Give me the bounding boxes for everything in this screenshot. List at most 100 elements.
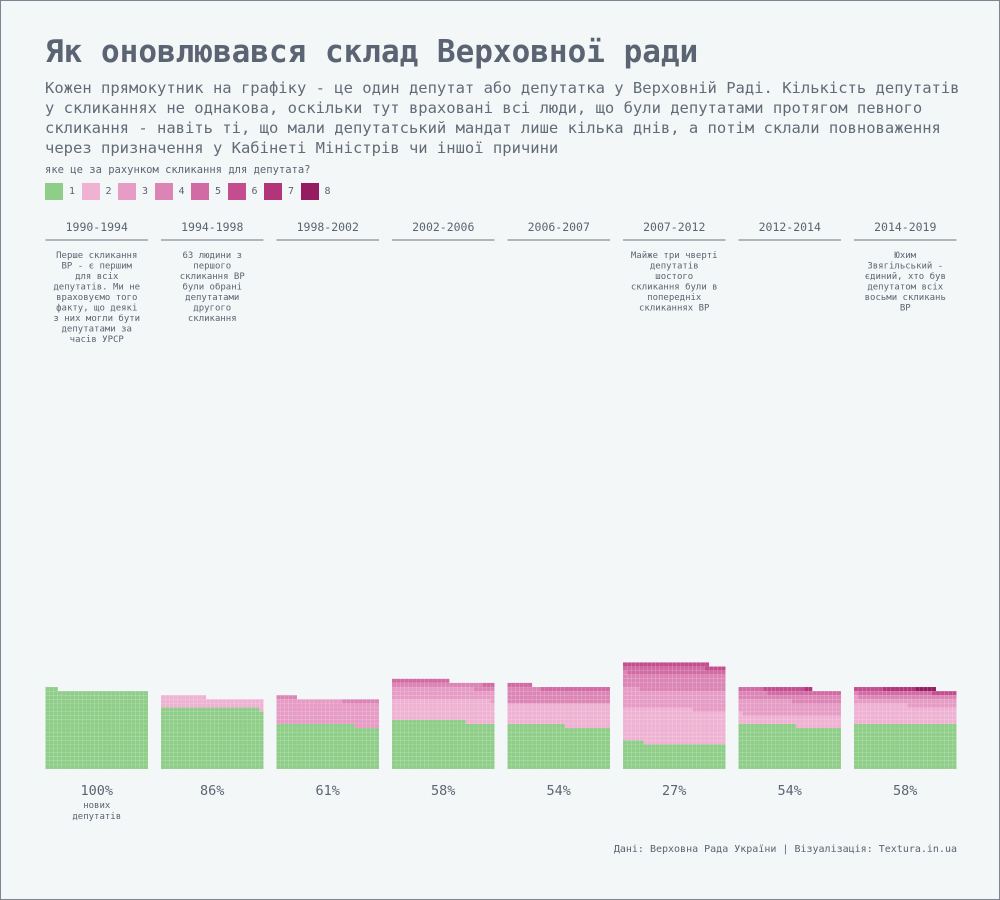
waffle-cell <box>915 760 920 766</box>
waffle-cell <box>704 699 710 704</box>
waffle-cell <box>581 703 586 708</box>
waffle-cell <box>205 719 211 725</box>
waffle-cell <box>952 760 957 766</box>
waffle-cell <box>878 690 883 696</box>
waffle-cell <box>577 703 582 708</box>
waffle-cell <box>935 764 941 770</box>
waffle-cell <box>370 756 376 761</box>
waffle-cell <box>321 699 326 704</box>
waffle-cell <box>189 699 194 704</box>
waffle-cell <box>754 703 760 708</box>
waffle-cell <box>836 740 842 745</box>
waffle-cell <box>655 756 661 761</box>
waffle-cell <box>482 760 487 766</box>
waffle-cell <box>280 752 285 757</box>
waffle-cell <box>197 736 203 741</box>
waffle-cell <box>205 760 211 766</box>
waffle-cell <box>135 715 140 720</box>
waffle-cell <box>515 727 520 733</box>
waffle-cell <box>511 740 516 745</box>
waffle-cell <box>284 736 289 741</box>
waffle-cell <box>927 711 933 716</box>
waffle-cell <box>82 719 87 725</box>
waffle-cell <box>708 670 714 675</box>
waffle-cell <box>404 748 409 753</box>
waffle-cell <box>568 727 574 733</box>
waffle-cell <box>305 715 310 720</box>
waffle-cell <box>341 748 347 753</box>
waffle-cell <box>106 723 112 729</box>
waffle-cell <box>61 727 67 733</box>
waffle-cell <box>473 740 479 745</box>
waffle-cell <box>721 707 726 712</box>
waffle-cell <box>57 727 63 733</box>
waffle-cell <box>742 731 747 737</box>
waffle-cell <box>663 760 669 766</box>
waffle-cell <box>473 748 479 753</box>
waffle-cell <box>820 748 825 753</box>
waffle-cell <box>246 723 252 729</box>
waffle-cell <box>622 670 628 675</box>
waffle-cell <box>465 690 471 696</box>
waffle-cell <box>284 715 289 720</box>
waffle-cell <box>878 736 883 741</box>
waffle-cell <box>931 699 937 704</box>
waffle-cell <box>507 703 512 708</box>
waffle-cell <box>436 682 442 688</box>
waffle-cell <box>894 752 900 757</box>
waffle-cell <box>746 699 751 704</box>
annotation-text: Звягільський - <box>867 262 943 272</box>
legend-title: яке це за рахунком скликання для депутат… <box>45 164 311 176</box>
waffle-cell <box>143 715 149 720</box>
waffle-cell <box>74 736 79 741</box>
waffle-cell <box>110 731 116 737</box>
waffle-cell <box>676 674 681 679</box>
waffle-cell <box>305 752 310 757</box>
waffle-cell <box>585 711 590 716</box>
waffle-cell <box>667 756 673 761</box>
waffle-cell <box>469 715 475 720</box>
waffle-cell <box>894 748 900 753</box>
waffle-cell <box>400 699 405 704</box>
waffle-cell <box>164 760 170 766</box>
waffle-cell <box>882 695 887 700</box>
waffle-cell <box>519 740 525 745</box>
waffle-cell <box>511 711 516 716</box>
waffle-cell <box>49 719 54 725</box>
waffle-cell <box>676 736 681 741</box>
waffle-cell <box>907 727 912 733</box>
waffle-cell <box>708 674 714 679</box>
waffle-cell <box>45 723 50 729</box>
waffle-cell <box>866 699 871 704</box>
waffle-cell <box>106 695 112 700</box>
waffle-cell <box>238 723 244 729</box>
waffle-cell <box>449 731 454 737</box>
waffle-cell <box>564 711 570 716</box>
waffle-cell <box>647 723 652 729</box>
waffle-cell <box>160 748 166 753</box>
waffle-cell <box>127 695 132 700</box>
waffle-cell <box>775 748 780 753</box>
waffle-cell <box>626 690 632 696</box>
waffle-cell <box>86 715 91 720</box>
waffle-cell <box>631 703 636 708</box>
waffle-cell <box>870 748 875 753</box>
waffle-cell <box>626 695 632 700</box>
waffle-cell <box>667 686 673 692</box>
waffle-cell <box>911 752 916 757</box>
waffle-cell <box>816 764 821 770</box>
waffle-cell <box>713 699 718 704</box>
waffle-cell <box>581 752 586 757</box>
waffle-cell <box>680 723 685 729</box>
waffle-cell <box>408 715 413 720</box>
legend-label: 3 <box>142 185 149 197</box>
waffle-cell <box>139 707 145 712</box>
waffle-cell <box>907 719 912 725</box>
waffle-cell <box>939 707 945 712</box>
waffle-cell <box>676 662 681 667</box>
waffle-cell <box>874 756 879 761</box>
waffle-cell <box>416 731 421 737</box>
waffle-cell <box>700 699 706 704</box>
waffle-cell <box>898 736 904 741</box>
waffle-cell <box>65 756 71 761</box>
